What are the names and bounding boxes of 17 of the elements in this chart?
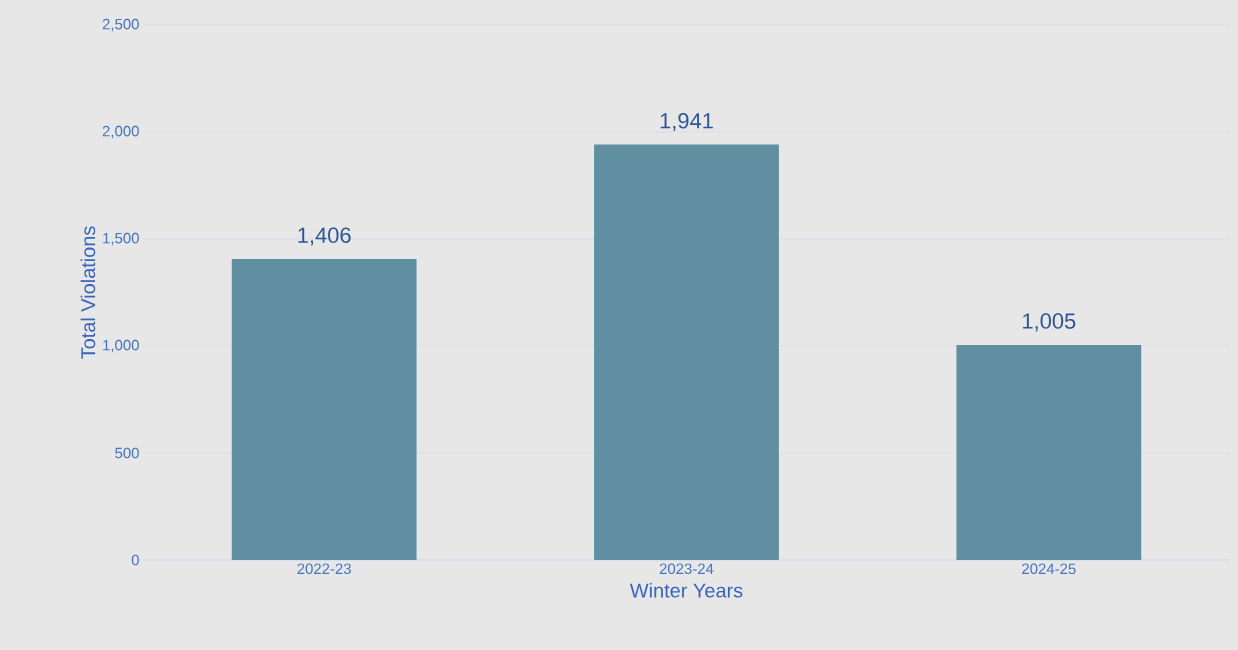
y-axis-title: Total Violations xyxy=(80,226,96,359)
x-tick-label: 2024-25 xyxy=(1022,563,1076,575)
x-tick-label: 2022-23 xyxy=(297,563,351,575)
y-tick-label: 0 xyxy=(131,554,139,566)
x-tick-label: 2023-24 xyxy=(659,563,714,575)
x-axis-title: Winter Years xyxy=(629,582,743,598)
y-tick-label: 1,000 xyxy=(103,339,139,353)
y-tick-label: 500 xyxy=(115,447,139,459)
bar xyxy=(231,259,417,560)
y-tick-label: 1,500 xyxy=(103,232,139,246)
y-tick-label: 2,000 xyxy=(102,125,139,139)
bar xyxy=(956,344,1142,560)
data-label: 1,941 xyxy=(660,112,713,132)
data-label: 1,406 xyxy=(298,227,351,246)
data-label: 1,005 xyxy=(1023,313,1076,332)
bar xyxy=(594,144,779,560)
y-tick-label: 2,500 xyxy=(102,18,139,32)
